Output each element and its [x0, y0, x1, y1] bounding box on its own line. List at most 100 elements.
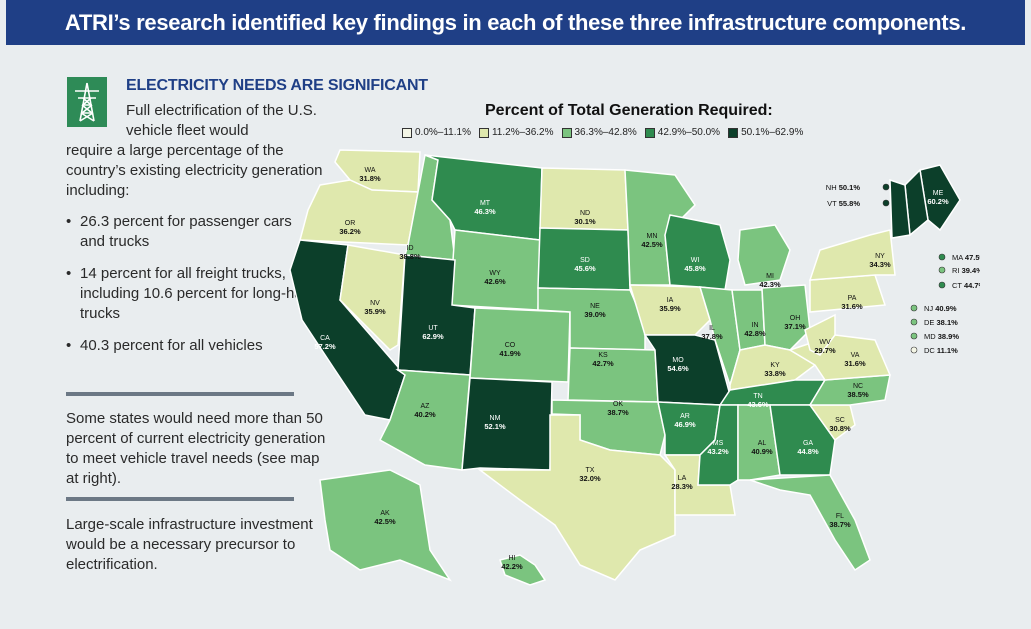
state-wi — [664, 214, 731, 291]
state-tx — [477, 414, 676, 581]
state-value-nc: 38.5% — [847, 390, 869, 399]
state-nc — [808, 374, 891, 406]
state-value-pa: 31.6% — [841, 302, 863, 311]
state-label-ar: AR — [680, 413, 690, 420]
callout-dot-ct — [938, 281, 946, 289]
state-value-me: 60.2% — [927, 197, 949, 206]
callout-dc: DC 11.1% — [924, 346, 958, 355]
state-al — [737, 404, 781, 481]
header-banner: ATRI’s research identified key findings … — [6, 0, 1025, 45]
list-item: 26.3 percent for passenger cars and truc… — [66, 212, 316, 252]
state-value-oh: 37.1% — [784, 322, 806, 331]
state-label-ny: NY — [875, 253, 885, 260]
state-label-az: AZ — [421, 403, 431, 410]
state-value-il: 37.8% — [701, 332, 723, 341]
callout-de: DE 38.1% — [924, 318, 958, 327]
state-label-id: ID — [407, 245, 414, 252]
state-label-ga: GA — [803, 440, 813, 447]
state-value-ga: 44.8% — [797, 447, 819, 456]
state-label-ia: IA — [667, 297, 674, 304]
state-value-hi: 42.2% — [501, 562, 523, 571]
state-label-me: ME — [933, 190, 944, 197]
state-label-in: IN — [752, 322, 759, 329]
state-label-nc: NC — [853, 383, 863, 390]
state-nv — [339, 244, 406, 351]
divider — [66, 497, 294, 501]
intro-text-top: Full electrification of the U.S. vehicle… — [126, 102, 317, 139]
state-value-sd: 45.6% — [574, 264, 596, 273]
callout-dot-nj — [910, 304, 918, 312]
callout-dot-dc — [910, 346, 918, 354]
state-value-or: 36.2% — [339, 227, 361, 236]
state-label-hi: HI — [509, 555, 516, 562]
state-ak — [319, 469, 452, 582]
legend-swatch — [561, 127, 572, 138]
state-value-ks: 42.7% — [592, 359, 614, 368]
callout-nj: NJ 40.9% — [924, 304, 957, 313]
banner-title: ATRI’s research identified key findings … — [64, 9, 967, 35]
state-value-ny: 34.3% — [869, 260, 891, 269]
state-label-al: AL — [758, 440, 767, 447]
state-hi — [499, 554, 547, 586]
state-value-wy: 42.6% — [484, 277, 506, 286]
state-value-va: 31.6% — [844, 359, 866, 368]
legend-swatch — [478, 127, 489, 138]
callout-nh: NH 50.1% — [826, 183, 861, 192]
state-label-tx: TX — [586, 467, 595, 474]
state-label-sc: SC — [835, 417, 845, 424]
state-value-nm: 52.1% — [484, 422, 506, 431]
state-value-ar: 46.9% — [674, 420, 696, 429]
state-oh — [761, 284, 811, 351]
legend-swatch — [644, 127, 655, 138]
state-label-wy: WY — [489, 270, 501, 277]
state-label-nd: ND — [580, 210, 590, 217]
callout-vt: VT 55.8% — [827, 199, 860, 208]
note-investment: Large-scale infrastructure investment wo… — [66, 516, 313, 573]
state-co — [469, 307, 571, 383]
findings-list: 26.3 percent for passenger cars and truc… — [66, 212, 316, 368]
note-states-over-50: Some states would need more than 50 perc… — [66, 410, 326, 487]
state-ny — [808, 229, 896, 281]
state-label-mo: MO — [672, 357, 684, 364]
list-item: 14 percent for all freight trucks, inclu… — [66, 264, 316, 324]
state-label-il: IL — [709, 325, 715, 332]
state-wv — [804, 313, 836, 356]
state-ks — [567, 347, 659, 403]
state-label-ms: MS — [713, 440, 724, 447]
state-label-co: CO — [505, 342, 516, 349]
state-value-ut: 62.9% — [422, 332, 444, 341]
state-vt — [889, 178, 911, 239]
state-value-mi: 42.3% — [759, 280, 781, 289]
state-label-sd: SD — [580, 257, 590, 264]
callout-dot-ma — [938, 253, 946, 261]
legend-swatch — [728, 127, 739, 138]
state-label-nm: NM — [490, 415, 501, 422]
state-value-id: 38.8% — [399, 252, 421, 261]
state-value-wa: 31.8% — [359, 174, 381, 183]
state-mi — [737, 224, 791, 286]
map-legend: 0.0%–11.1% 11.2%–36.2% 36.3%–42.8% 42.9%… — [402, 127, 803, 138]
callout-dot-md — [910, 332, 918, 340]
state-value-fl: 38.7% — [829, 520, 851, 529]
section-heading: ELECTRICITY NEEDS ARE SIGNIFICANT — [126, 77, 428, 94]
state-nm — [461, 377, 553, 471]
state-fl — [749, 474, 871, 572]
us-state-map: WA31.8%OR36.2%CA57.2%ID38.8%NV35.9%MT46.… — [289, 149, 980, 586]
list-item: 40.3 percent for all vehicles — [66, 336, 316, 356]
state-label-ne: NE — [590, 303, 600, 310]
state-value-mo: 54.6% — [667, 364, 689, 373]
state-label-oh: OH — [790, 315, 801, 322]
state-label-wa: WA — [364, 167, 375, 174]
state-label-wi: WI — [691, 257, 700, 264]
state-label-mn: MN — [647, 233, 658, 240]
state-value-ak: 42.5% — [374, 517, 396, 526]
legend-swatch — [402, 127, 412, 138]
state-value-al: 40.9% — [751, 447, 773, 456]
state-ga — [769, 404, 836, 476]
state-value-sc: 30.8% — [829, 424, 851, 433]
state-label-fl: FL — [836, 513, 844, 520]
state-value-ok: 38.7% — [607, 408, 629, 417]
state-value-co: 41.9% — [499, 349, 521, 358]
state-value-wi: 45.8% — [684, 264, 706, 273]
state-label-ut: UT — [428, 325, 438, 332]
